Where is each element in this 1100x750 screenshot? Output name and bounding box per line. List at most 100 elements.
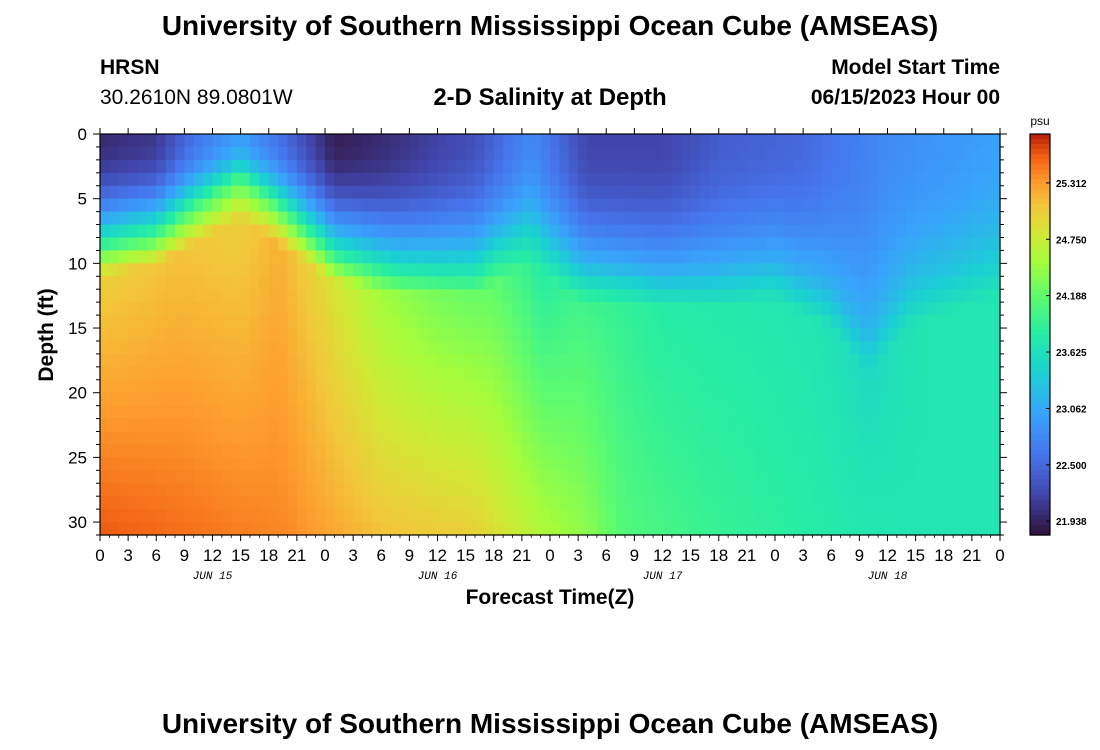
heatmap-cell — [184, 457, 195, 471]
heatmap-cell — [887, 340, 898, 355]
heatmap-cell — [334, 159, 345, 174]
heatmap-cell — [203, 185, 214, 200]
heatmap-cell — [953, 366, 964, 381]
heatmap-cell — [737, 457, 748, 471]
heatmap-cell — [550, 146, 560, 161]
heatmap-cell — [868, 250, 879, 264]
heatmap-cell — [690, 146, 701, 161]
heatmap-cell — [250, 457, 260, 471]
heatmap-cell — [934, 237, 945, 252]
heatmap-cell — [925, 237, 935, 252]
heatmap-cell — [821, 224, 832, 239]
heatmap-cell — [953, 224, 964, 239]
heatmap-cell — [137, 211, 148, 226]
heatmap-cell — [700, 522, 710, 536]
heatmap-cell — [943, 509, 954, 523]
heatmap-cell — [878, 457, 889, 471]
heatmap-cell — [887, 392, 898, 407]
heatmap-cell — [587, 224, 598, 239]
heatmap-cell — [437, 418, 448, 433]
heatmap-cell — [915, 444, 926, 458]
colorbar-segment — [1030, 254, 1050, 260]
heatmap-cell — [109, 146, 120, 161]
heatmap-cell — [925, 172, 935, 187]
heatmap-cell — [850, 237, 860, 252]
heatmap-cell — [446, 198, 457, 213]
heatmap-cell — [850, 353, 860, 368]
heatmap-cell — [821, 366, 832, 381]
heatmap-cell — [456, 276, 467, 290]
heatmap-cell — [812, 198, 823, 213]
heatmap-cell — [118, 457, 129, 471]
heatmap-cell — [240, 522, 251, 536]
colorbar-segment — [1030, 364, 1050, 371]
heatmap-cell — [184, 237, 195, 252]
heatmap-cell — [784, 353, 795, 368]
heatmap-cell — [521, 134, 532, 148]
heatmap-cell — [953, 522, 964, 536]
heatmap-cell — [381, 431, 392, 446]
heatmap-cell — [653, 198, 664, 213]
heatmap-cell — [643, 159, 654, 174]
heatmap-cell — [475, 431, 485, 446]
heatmap-cell — [868, 483, 879, 497]
heatmap-cell — [428, 315, 439, 329]
heatmap-cell — [953, 302, 964, 316]
heatmap-cell — [287, 366, 298, 381]
heatmap-cell — [550, 172, 560, 187]
heatmap-cell — [221, 250, 232, 264]
heatmap-cell — [175, 134, 185, 148]
heatmap-cell — [700, 159, 710, 174]
heatmap-cell — [428, 302, 439, 316]
heatmap-cell — [334, 418, 345, 433]
heatmap-cell — [625, 172, 635, 187]
heatmap-cell — [325, 211, 335, 226]
heatmap-cell — [521, 483, 532, 497]
heatmap-cell — [184, 509, 195, 523]
heatmap-cell — [934, 418, 945, 433]
heatmap-cell — [596, 250, 607, 264]
heatmap-cell — [550, 431, 560, 446]
heatmap-cell — [353, 328, 364, 342]
heatmap-cell — [531, 185, 542, 200]
heatmap-cell — [231, 263, 242, 277]
heatmap-cell — [268, 470, 279, 484]
heatmap-cell — [400, 379, 410, 394]
colorbar-tick-label: 25.312 — [1056, 179, 1087, 190]
heatmap-cell — [540, 198, 551, 213]
heatmap-cell — [728, 185, 739, 200]
heatmap-cell — [418, 224, 429, 239]
heatmap-cell — [596, 263, 607, 277]
heatmap-cell — [709, 522, 720, 536]
heatmap-cell — [709, 483, 720, 497]
heatmap-cell — [531, 315, 542, 329]
heatmap-cell — [971, 159, 982, 174]
heatmap-cell — [550, 134, 560, 148]
heatmap-cell — [643, 302, 654, 316]
heatmap-cell — [803, 185, 814, 200]
heatmap-cell — [193, 134, 204, 148]
heatmap-cell — [840, 211, 851, 226]
heatmap-cell — [681, 340, 692, 355]
heatmap-cell — [700, 353, 710, 368]
heatmap-cell — [793, 392, 804, 407]
heatmap-cell — [371, 263, 382, 277]
heatmap-cell — [821, 315, 832, 329]
heatmap-cell — [606, 159, 617, 174]
heatmap-cell — [662, 418, 673, 433]
heatmap-cell — [278, 483, 289, 497]
heatmap-cell — [109, 276, 120, 290]
heatmap-cell — [268, 392, 279, 407]
heatmap-cell — [175, 302, 185, 316]
heatmap-cell — [784, 185, 795, 200]
heatmap-cell — [700, 172, 710, 187]
heatmap-cell — [746, 172, 757, 187]
heatmap-cell — [250, 379, 260, 394]
heatmap-cell — [156, 146, 167, 161]
heatmap-cell — [625, 276, 635, 290]
heatmap-cell — [559, 172, 570, 187]
heatmap-cell — [812, 353, 823, 368]
heatmap-cell — [596, 392, 607, 407]
heatmap-cell — [137, 315, 148, 329]
colorbar-tick-label: 23.062 — [1056, 404, 1087, 415]
